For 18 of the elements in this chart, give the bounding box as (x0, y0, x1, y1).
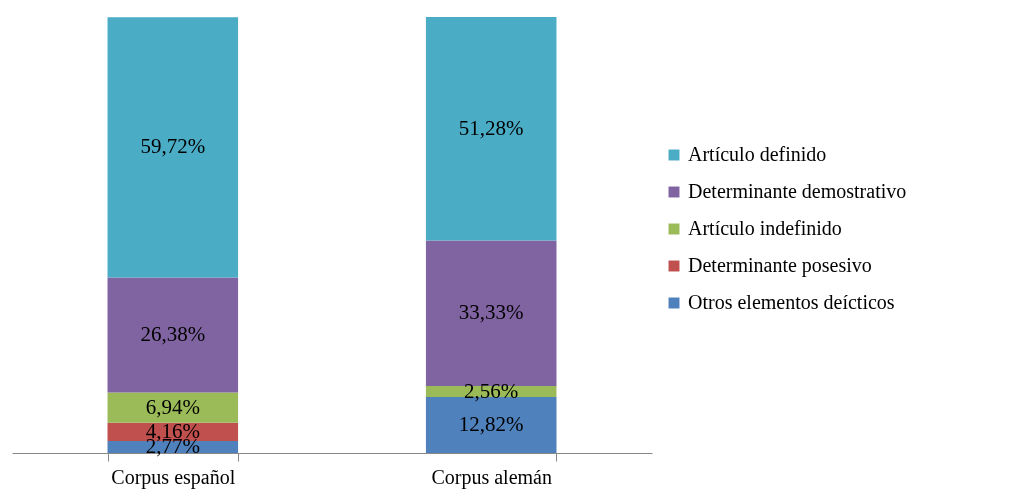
bar (107, 277, 239, 393)
bar (425, 17, 557, 241)
legend-label: Determinante posesivo (688, 254, 872, 277)
data-label: 26,38% (140, 322, 206, 347)
legend-label: Otros elementos deícticos (688, 291, 895, 313)
data-label: 51,28% (458, 115, 524, 140)
data-label: 6,94% (145, 394, 200, 419)
bar (425, 240, 557, 386)
legend-label: Determinante demostrativo (688, 180, 907, 202)
data-label: 59,72% (140, 134, 206, 159)
legend-label: Artículo indefinido (688, 217, 842, 239)
data-label: 2,56% (464, 378, 519, 403)
legend-label: Artículo definido (688, 143, 827, 165)
x-tick-label: Corpus español (111, 465, 236, 489)
data-label: 12,82% (458, 412, 524, 437)
bar (107, 17, 239, 278)
x-tick-label: Corpus alemán (431, 465, 552, 489)
data-label: 33,33% (458, 300, 524, 325)
